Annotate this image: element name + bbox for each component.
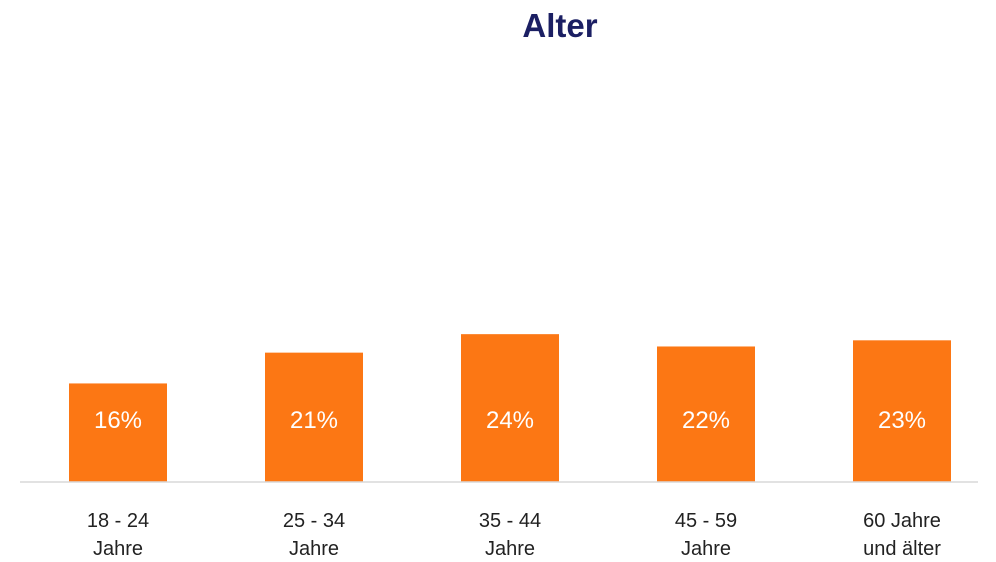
data-label-3: 24% [486,407,534,434]
bar-5 [853,340,951,482]
category-label-3-line-2: Jahre [485,538,535,560]
bar-4 [657,346,755,482]
bar-2 [265,352,363,482]
data-label-1: 16% [94,407,142,434]
category-label-1-line-2: Jahre [93,538,143,560]
chart-title: Alter [522,7,598,44]
data-label-4: 22% [682,407,730,434]
data-label-2: 21% [290,407,338,434]
category-label-3-line-1: 35 - 44 [479,510,541,532]
category-labels-layer: 18 - 24 Jahre 25 - 34 Jahre 35 - 44 Jahre 45 -… [87,510,941,560]
category-label-2-line-2: Jahre [289,538,339,560]
bar-1 [69,383,167,482]
bars-layer: 16% 21% 24% 22% 23% [69,334,951,482]
category-label-1-line-1: 18 - 24 [87,510,149,532]
category-label-4-line-2: Jahre [681,538,731,560]
bar-3 [461,334,559,482]
data-label-5: 23% [878,407,926,434]
category-label-5-line-1: 60 Jahre [863,510,941,532]
category-label-5-line-2: und älter [863,538,941,560]
category-label-2-line-1: 25 - 34 [283,510,345,532]
category-label-4-line-1: 45 - 59 [675,510,737,532]
